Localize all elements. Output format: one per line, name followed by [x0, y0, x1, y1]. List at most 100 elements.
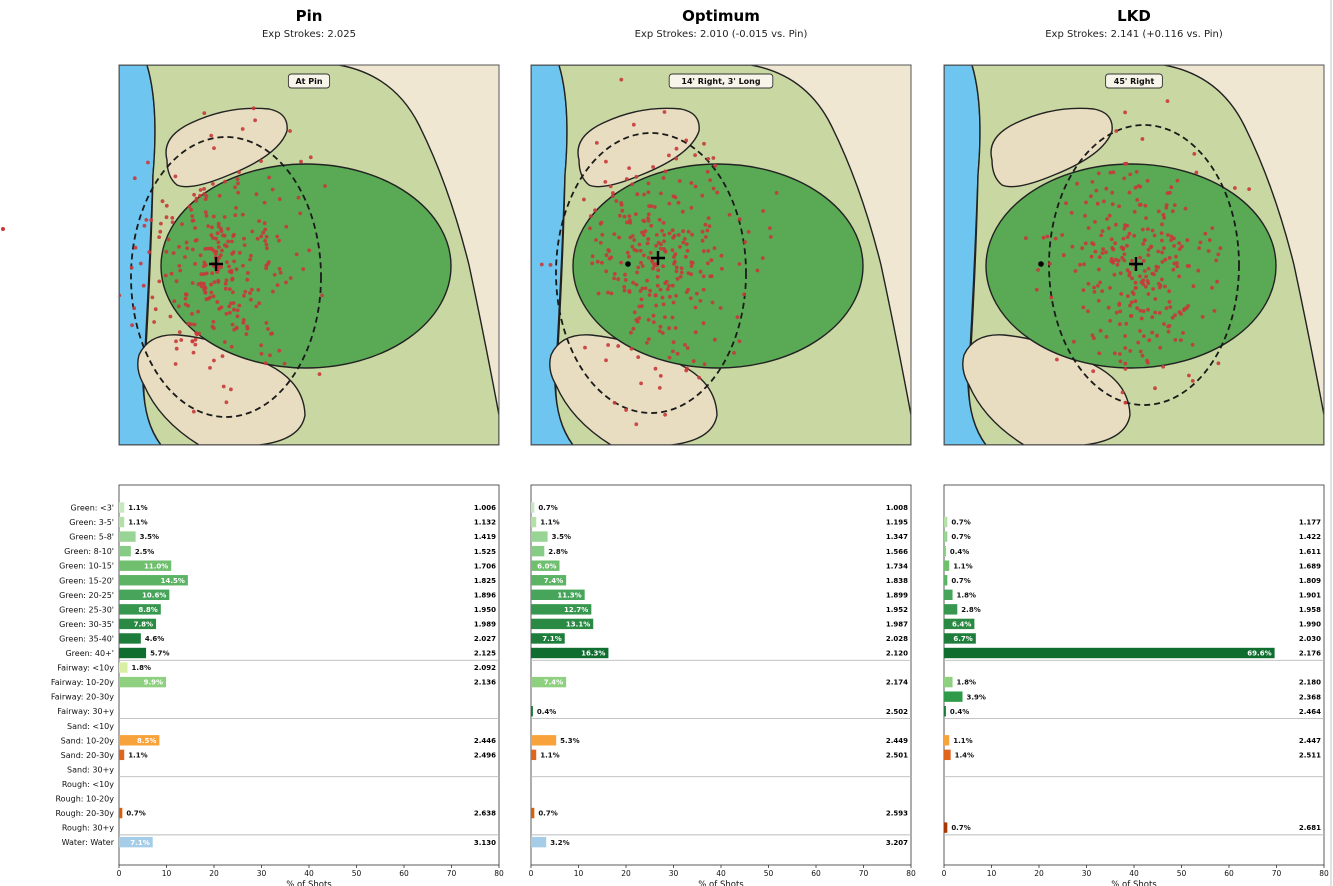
shot-dot	[202, 272, 206, 276]
shot-dot	[638, 248, 643, 253]
shot-dot	[683, 343, 687, 347]
shot-dot	[596, 291, 601, 296]
shot-dot	[604, 269, 609, 274]
shot-dot	[250, 229, 255, 234]
shot-dot	[539, 262, 544, 267]
shot-dot	[1147, 338, 1152, 343]
shot-dot	[649, 204, 654, 209]
shot-dot	[627, 254, 631, 259]
shot-dot	[241, 318, 246, 322]
shot-dot	[250, 287, 254, 292]
shot-dot	[1091, 242, 1096, 247]
shot-dot	[209, 133, 214, 138]
shot-dot	[693, 153, 697, 157]
shot-dot	[1133, 299, 1138, 304]
shot-dot	[248, 291, 252, 295]
shot-dot	[628, 218, 632, 223]
shot-dot	[206, 224, 211, 229]
shot-dot	[1117, 301, 1122, 306]
bar	[944, 618, 975, 630]
x-tick-label: 40	[716, 869, 726, 878]
bar	[531, 633, 565, 644]
shot-dot	[648, 250, 653, 255]
shot-dot	[187, 204, 192, 209]
shot-dot	[192, 322, 197, 327]
dispersion-ellipse	[130, 136, 322, 418]
shot-dot	[232, 307, 236, 312]
strokes-label: 1.347	[886, 533, 908, 541]
shot-dot	[1127, 231, 1132, 236]
shot-dot	[1167, 256, 1172, 260]
shot-dot	[1098, 328, 1103, 333]
shot-dot	[1181, 331, 1185, 335]
category-label: Green: 35-40'	[59, 634, 114, 643]
strokes-label: 2.180	[1299, 679, 1321, 687]
shot-dot	[237, 250, 242, 255]
shot-dot	[244, 332, 249, 336]
shot-dot	[263, 227, 268, 232]
shot-dot	[1115, 262, 1120, 267]
shot-dot	[320, 293, 324, 298]
shot-dot	[236, 190, 240, 195]
shot-dot	[1144, 216, 1148, 221]
x-tick-label: 60	[811, 869, 821, 878]
panel-pin: Pin Exp Strokes: 2.025 At Pin Green: <3' 1.1…	[51, 7, 504, 886]
shot-dot	[689, 181, 694, 185]
shot-dot	[1106, 305, 1111, 310]
bar-label: 4.6%	[145, 635, 164, 643]
hole-map-layers	[531, 65, 911, 445]
shot-dot	[228, 310, 232, 315]
shot-dot	[211, 214, 216, 219]
shot-dot	[241, 320, 246, 325]
shot-dot	[1172, 244, 1176, 248]
shot-dot	[1104, 334, 1109, 339]
shot-dot	[668, 294, 672, 299]
shot-dot	[1215, 279, 1219, 284]
shot-dot	[595, 259, 600, 264]
shot-dot	[627, 166, 631, 170]
shot-dot	[233, 213, 238, 218]
shot-dot	[604, 253, 609, 258]
shot-dot	[215, 231, 220, 236]
shot-dot	[645, 241, 650, 246]
shot-dot	[1138, 308, 1143, 313]
shot-dot	[271, 289, 275, 294]
shot-dot	[634, 282, 639, 287]
shot-dot	[599, 220, 604, 225]
bar-panel: 0.7% 1.177 0.7% 1.422 0.4% 1.611 1.1% 1.689 0.7%…	[942, 484, 1329, 886]
shot-dot	[691, 359, 696, 364]
shot-dot	[662, 233, 667, 237]
shot-dot	[1053, 236, 1058, 241]
shot-dot	[689, 264, 694, 268]
shot-dot	[248, 257, 253, 262]
shot-dot	[684, 290, 689, 294]
aim-cross	[651, 251, 665, 265]
shot-dot	[1143, 284, 1148, 289]
shot-dot	[203, 290, 208, 295]
shot-dot	[708, 274, 713, 279]
x-tick-label: 10	[987, 869, 997, 878]
shot-dot	[622, 214, 627, 219]
bar-label: 7.4%	[544, 679, 563, 687]
shot-dot	[1152, 272, 1156, 277]
x-tick-label: 70	[1272, 869, 1282, 878]
shot-dot	[719, 253, 724, 258]
bar	[119, 604, 161, 615]
shot-dot	[208, 366, 212, 370]
shot-dot	[216, 245, 221, 250]
badge-box	[1105, 73, 1163, 89]
shot-dot	[685, 346, 690, 350]
bar	[119, 545, 131, 557]
shot-dot	[667, 355, 672, 360]
shot-dots	[1024, 99, 1251, 405]
shot-dot	[705, 228, 710, 233]
bar-label: 6.0%	[537, 562, 556, 570]
shot-dot	[177, 245, 181, 249]
shot-dot	[1122, 176, 1127, 181]
bar-label: 2.8%	[961, 606, 980, 614]
bar-label: 11.3%	[557, 591, 581, 599]
shot-dot	[1174, 254, 1178, 259]
shot-dot	[1163, 257, 1168, 262]
shot-dot	[702, 249, 706, 254]
shot-dot	[1160, 222, 1164, 227]
